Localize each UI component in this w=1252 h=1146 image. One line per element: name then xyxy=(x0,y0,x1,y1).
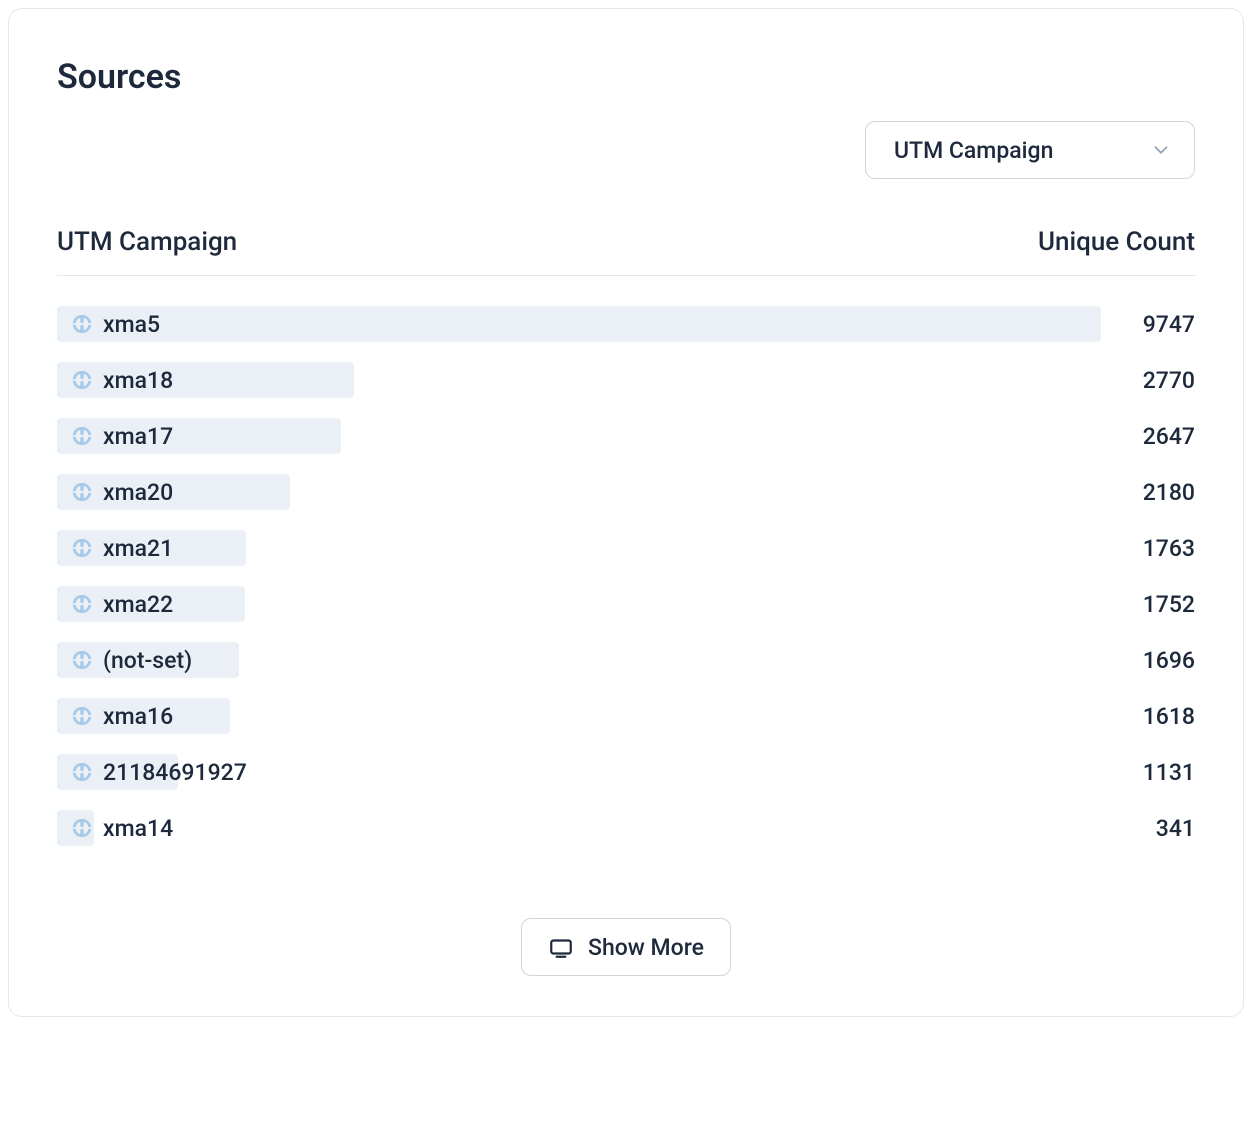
globe-icon xyxy=(71,537,93,559)
row-bar-track: xma17 xyxy=(57,418,1101,454)
globe-icon xyxy=(71,313,93,335)
row-value: 341 xyxy=(1125,815,1195,842)
row-label: xma16 xyxy=(103,703,173,730)
show-more-label: Show More xyxy=(588,934,704,961)
row-label: xma21 xyxy=(103,535,173,562)
row-value: 1763 xyxy=(1125,535,1195,562)
table-row[interactable]: xma14 341 xyxy=(57,810,1195,846)
screen-icon xyxy=(548,934,574,960)
globe-icon xyxy=(71,817,93,839)
row-value: 1752 xyxy=(1125,591,1195,618)
row-bar-track: xma22 xyxy=(57,586,1101,622)
dimension-dropdown[interactable]: UTM Campaign xyxy=(865,121,1195,179)
show-more-button[interactable]: Show More xyxy=(521,918,731,976)
table-row[interactable]: xma21 1763 xyxy=(57,530,1195,566)
row-label: 21184691927 xyxy=(103,759,247,786)
row-content: xma18 xyxy=(71,362,173,398)
row-content: xma21 xyxy=(71,530,173,566)
row-bar-track: xma16 xyxy=(57,698,1101,734)
row-value: 9747 xyxy=(1125,311,1195,338)
sources-card: Sources UTM Campaign UTM Campaign Unique… xyxy=(8,8,1244,1017)
row-label: (not-set) xyxy=(103,647,192,674)
globe-icon xyxy=(71,425,93,447)
row-value: 1618 xyxy=(1125,703,1195,730)
row-bar-track: xma14 xyxy=(57,810,1101,846)
row-bar-track: xma20 xyxy=(57,474,1101,510)
row-value: 1696 xyxy=(1125,647,1195,674)
row-value: 2647 xyxy=(1125,423,1195,450)
card-title: Sources xyxy=(57,57,1195,97)
row-value: 2180 xyxy=(1125,479,1195,506)
row-content: xma5 xyxy=(71,306,160,342)
row-label: xma14 xyxy=(103,815,173,842)
row-value: 2770 xyxy=(1125,367,1195,394)
row-content: xma16 xyxy=(71,698,173,734)
row-label: xma22 xyxy=(103,591,173,618)
column-header-right: Unique Count xyxy=(1038,227,1195,257)
row-label: xma20 xyxy=(103,479,173,506)
globe-icon xyxy=(71,593,93,615)
row-content: xma20 xyxy=(71,474,173,510)
column-header-left: UTM Campaign xyxy=(57,227,237,257)
globe-icon xyxy=(71,649,93,671)
dropdown-selected-label: UTM Campaign xyxy=(894,137,1053,164)
dropdown-row: UTM Campaign xyxy=(57,121,1195,179)
globe-icon xyxy=(71,761,93,783)
row-bar-track: xma5 xyxy=(57,306,1101,342)
table-row[interactable]: xma20 2180 xyxy=(57,474,1195,510)
rows-container: xma5 9747 xma18 2770 xma17 2647 xma20 2180 xma21… xyxy=(57,306,1195,846)
row-content: xma14 xyxy=(71,810,173,846)
row-label: xma17 xyxy=(103,423,173,450)
row-content: 21184691927 xyxy=(71,754,247,790)
row-bar-track: (not-set) xyxy=(57,642,1101,678)
row-bar-track: xma18 xyxy=(57,362,1101,398)
table-row[interactable]: xma16 1618 xyxy=(57,698,1195,734)
table-row[interactable]: 21184691927 1131 xyxy=(57,754,1195,790)
table-row[interactable]: xma17 2647 xyxy=(57,418,1195,454)
row-content: (not-set) xyxy=(71,642,192,678)
table-row[interactable]: xma22 1752 xyxy=(57,586,1195,622)
row-value: 1131 xyxy=(1125,759,1195,786)
card-footer: Show More xyxy=(57,918,1195,976)
row-label: xma5 xyxy=(103,311,160,338)
globe-icon xyxy=(71,369,93,391)
row-label: xma18 xyxy=(103,367,173,394)
row-bar-track: 21184691927 xyxy=(57,754,1101,790)
table-row[interactable]: xma18 2770 xyxy=(57,362,1195,398)
table-row[interactable]: (not-set) 1696 xyxy=(57,642,1195,678)
table-header: UTM Campaign Unique Count xyxy=(57,227,1195,276)
row-bar-fill xyxy=(57,306,1101,342)
globe-icon xyxy=(71,481,93,503)
chevron-down-icon xyxy=(1150,139,1172,161)
row-bar-track: xma21 xyxy=(57,530,1101,566)
row-content: xma17 xyxy=(71,418,173,454)
globe-icon xyxy=(71,705,93,727)
table-row[interactable]: xma5 9747 xyxy=(57,306,1195,342)
row-content: xma22 xyxy=(71,586,173,622)
